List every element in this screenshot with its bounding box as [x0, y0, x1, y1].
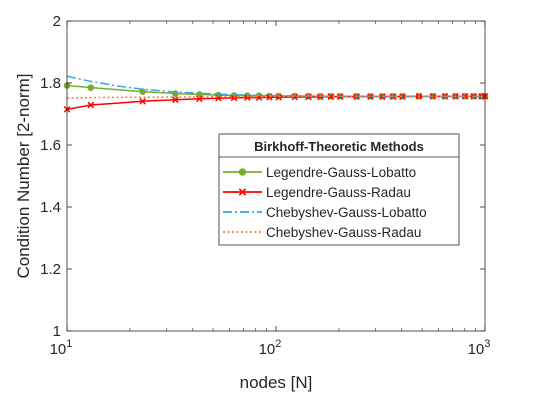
legend-item: Legendre-Gauss-Lobatto	[223, 165, 416, 180]
x-tick-label-base: 10	[259, 341, 276, 358]
x-tick-label-base: 10	[50, 341, 67, 358]
x-tick-label-base: 10	[468, 341, 485, 358]
data-point	[87, 101, 95, 109]
y-tick-label: 2	[53, 13, 61, 30]
x-tick-label-exponent: 3	[484, 338, 490, 350]
legend-item: Chebyshev-Gauss-Radau	[223, 225, 421, 240]
data-point	[291, 93, 299, 101]
data-point	[87, 84, 95, 91]
legend-swatch-marker	[238, 188, 247, 196]
x-axis-title: nodes [N]	[240, 373, 313, 392]
legend-label: Chebyshev-Gauss-Lobatto	[266, 205, 427, 220]
legend-label: Legendre-Gauss-Lobatto	[266, 165, 416, 180]
series-2	[66, 75, 485, 98]
y-tick-label: 1.8	[40, 75, 61, 92]
series-line	[66, 95, 485, 99]
legend: Birkhoff-Theoretic Methods Legendre-Gaus…	[218, 133, 460, 246]
y-axis-title: Condition Number [2-norm]	[14, 73, 33, 278]
legend-item: Legendre-Gauss-Radau	[223, 185, 411, 200]
legend-box	[218, 133, 460, 246]
data-point	[139, 97, 146, 105]
data-point	[230, 94, 238, 102]
legend-item: Chebyshev-Gauss-Lobatto	[223, 205, 427, 220]
y-tick-label: 1.6	[40, 137, 61, 154]
x-tick-label-exponent: 2	[275, 338, 281, 350]
data-point	[172, 96, 179, 104]
data-point	[327, 93, 335, 100]
x-tick-label: 101	[50, 338, 73, 358]
series-line	[66, 75, 485, 98]
x-tick-label: 103	[468, 338, 491, 358]
y-tick-label: 1.4	[40, 199, 61, 216]
x-tick-label: 102	[259, 338, 282, 358]
y-tick-label: 1	[53, 323, 61, 340]
legend-items: Legendre-Gauss-Lobatto Legendre-Gauss-Rad…	[223, 165, 427, 240]
legend-title: Birkhoff-Theoretic Methods	[254, 139, 424, 154]
series-3	[66, 95, 485, 99]
data-point	[305, 93, 312, 101]
legend-swatch-marker	[238, 168, 247, 176]
x-tick-label-exponent: 1	[66, 338, 72, 350]
legend-label: Legendre-Gauss-Radau	[266, 185, 411, 200]
legend-label: Chebyshev-Gauss-Radau	[266, 225, 421, 240]
y-tick-label: 1.2	[40, 261, 61, 278]
